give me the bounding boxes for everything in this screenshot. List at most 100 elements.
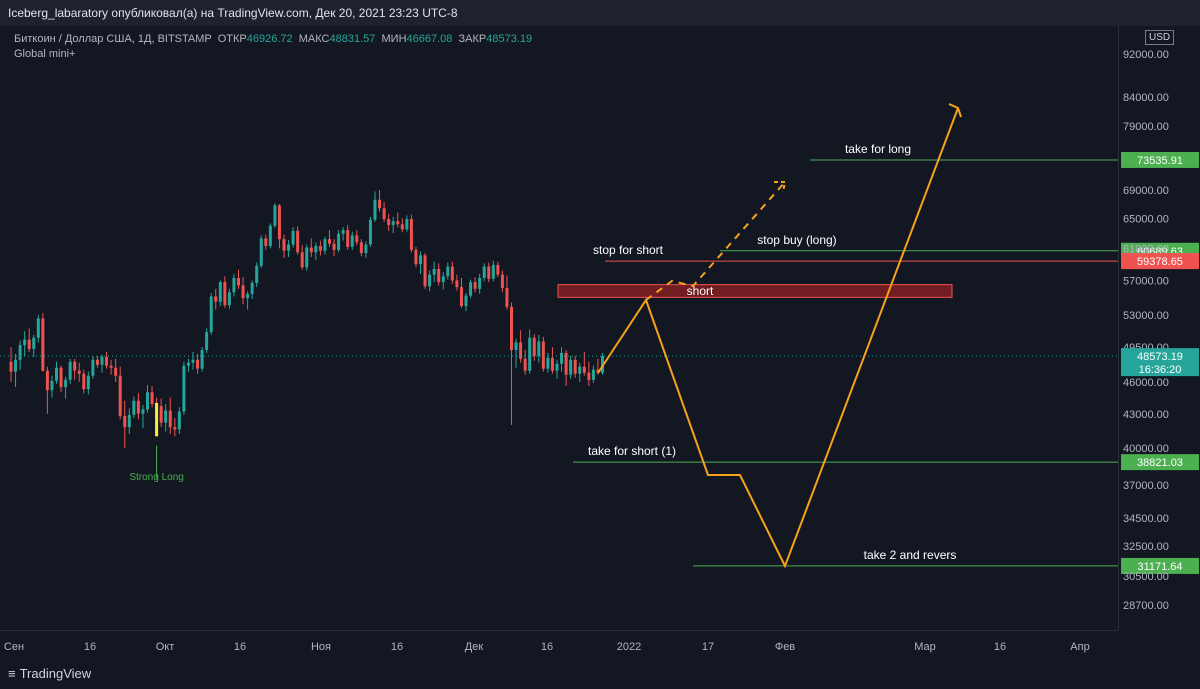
time-tick: Окт: [156, 641, 175, 653]
candle-body: [168, 410, 172, 428]
candle-body: [496, 264, 500, 275]
candle-body: [27, 339, 31, 350]
candle-body: [287, 244, 291, 251]
price-tick: 32500.00: [1123, 541, 1169, 553]
candle-body: [123, 415, 127, 428]
candle-body: [400, 224, 404, 230]
short-zone-label: short: [687, 284, 714, 298]
candle-body: [323, 239, 327, 251]
price-tick: 69000.00: [1123, 185, 1169, 197]
candle-body: [100, 356, 104, 365]
candle-body: [246, 293, 250, 299]
candle-body: [391, 221, 395, 225]
candle-body: [291, 230, 295, 245]
tradingview-logo[interactable]: ≡ TradingView: [8, 666, 91, 681]
candle-body: [86, 375, 90, 390]
candle-body: [373, 199, 377, 220]
low-label: МИН: [381, 33, 407, 45]
symbol-header: Биткоин / Доллар США, 1Д, BITSTAMP ОТКР4…: [14, 33, 532, 45]
candle-body: [105, 356, 109, 366]
time-tick: Ноя: [311, 641, 331, 653]
price-badge-text: 31171.64: [1137, 561, 1182, 573]
level-label: take 2 and revers: [864, 548, 957, 562]
candle-body: [36, 318, 40, 338]
candle-body: [109, 365, 113, 368]
candle-body: [382, 208, 386, 220]
candle-body: [41, 318, 45, 371]
price-tick: 53000.00: [1123, 310, 1169, 322]
candle-body: [132, 400, 136, 415]
candle-body: [150, 392, 154, 404]
candle-body: [200, 350, 204, 369]
tradingview-logo-icon: ≡: [8, 666, 16, 681]
last-price-text: 48573.19: [1137, 351, 1183, 363]
candle-body: [573, 359, 577, 374]
candle-body: [277, 205, 281, 240]
price-tick: 92000.00: [1123, 49, 1169, 61]
candle-body: [232, 277, 236, 293]
candle-body: [459, 287, 463, 307]
price-tick: 40000.00: [1123, 443, 1169, 455]
candle-body: [141, 409, 145, 414]
candle-body: [282, 239, 286, 251]
candle-body: [32, 337, 36, 350]
candle-body: [491, 264, 495, 279]
time-tick: 17: [702, 641, 714, 653]
price-badge: [1121, 454, 1199, 471]
candle-body: [387, 219, 391, 225]
price-badge-text: 59378.65: [1137, 256, 1183, 268]
price-badge: [1121, 253, 1199, 270]
publisher-line: Iceberg_labaratory опубликовал(а) на Tra…: [8, 6, 458, 20]
price-tick: 37000.00: [1123, 480, 1169, 492]
candle-body: [541, 341, 545, 369]
level-label: stop for short: [593, 243, 664, 257]
candle-body: [514, 342, 518, 351]
candle-body: [596, 369, 600, 373]
indicator-name[interactable]: Global mini+: [14, 48, 76, 60]
price-chart[interactable]: Strong Long short take for long stop buy (l…: [0, 26, 1118, 630]
candle-body: [450, 266, 454, 281]
price-badge-text: 73535.91: [1137, 155, 1183, 167]
time-axis[interactable]: Сен 16 Окт 16 Ноя 16 Дек 16 2022 17 Фев Мар 16 Апр: [0, 630, 1118, 659]
price-tick: 43000.00: [1123, 409, 1169, 421]
candle-body: [523, 358, 527, 371]
last-price-badge: [1121, 348, 1199, 377]
chart-plot[interactable]: Strong Long short take for long stop buy (l…: [0, 26, 1118, 630]
high-value: 48831.57: [329, 33, 376, 45]
candle-body: [227, 292, 231, 306]
price-tick: 57000.00: [1123, 275, 1169, 287]
price-axis[interactable]: 73535.91 60689.63 59378.65 38821.03 31171.64…: [1118, 26, 1200, 630]
candle-body: [469, 282, 473, 296]
candle-body: [314, 246, 318, 253]
price-tick: 79000.00: [1123, 121, 1169, 133]
currency-badge[interactable]: USD: [1145, 30, 1175, 45]
title-bar: Iceberg_labaratory опубликовал(а) на Tra…: [0, 0, 1200, 26]
time-tick: Сен: [4, 641, 24, 653]
candle-body: [50, 380, 54, 391]
candle-body: [473, 282, 477, 289]
candle-body: [223, 282, 227, 306]
candle-body: [346, 230, 350, 247]
time-tick: 16: [391, 641, 403, 653]
candle-body: [14, 359, 18, 372]
candle-body: [305, 247, 309, 268]
candle-body: [419, 255, 422, 265]
candle-body: [18, 345, 22, 360]
candle-body: [500, 274, 504, 288]
time-tick: 16: [84, 641, 96, 653]
candle-body: [218, 282, 222, 302]
time-tick: 16: [234, 641, 246, 653]
short-zone: [557, 284, 953, 298]
candle-body: [423, 255, 427, 287]
candle-body: [350, 235, 354, 247]
candle-body: [591, 369, 595, 380]
candle-body: [532, 337, 536, 356]
level-label: take for long: [845, 142, 911, 156]
candle-body: [578, 366, 582, 374]
candle-body: [464, 295, 468, 307]
price-tick: 65000.00: [1123, 213, 1169, 225]
candle-body: [555, 363, 559, 371]
candle-body: [328, 239, 331, 244]
candle-body: [569, 359, 573, 375]
candle-body: [550, 357, 554, 371]
